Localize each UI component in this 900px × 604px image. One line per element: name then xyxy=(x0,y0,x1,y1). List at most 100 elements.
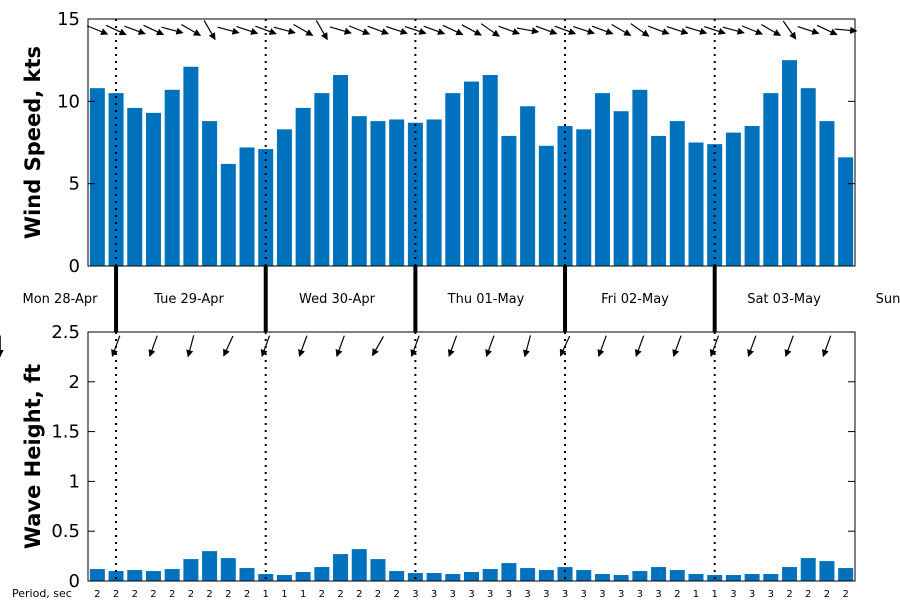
ytick-label: 10 xyxy=(57,91,80,112)
bar-wind-11 xyxy=(295,107,311,266)
period-value-16: 2 xyxy=(393,589,399,600)
day-label-4: Fri 02-May xyxy=(601,292,669,307)
period-value-18: 3 xyxy=(431,589,437,600)
direction-arrow-wind-31 xyxy=(666,26,689,35)
ytick-label: 0 xyxy=(69,571,80,592)
direction-arrow-wave-16 xyxy=(709,335,720,358)
direction-arrow-wind-35 xyxy=(741,25,763,36)
bar-wind-35 xyxy=(744,126,760,267)
direction-arrow-wind-12 xyxy=(315,20,328,41)
direction-arrow-wave-14 xyxy=(634,335,645,358)
direction-arrow-wind-40 xyxy=(834,26,858,34)
direction-arrow-wave-18 xyxy=(784,335,794,358)
bar-wind-13 xyxy=(333,74,349,266)
bar-wind-0 xyxy=(89,88,105,266)
bar-wave-5 xyxy=(183,559,199,581)
bar-wave-26 xyxy=(576,570,592,581)
direction-arrow-wave-1 xyxy=(148,335,158,358)
bar-wave-14 xyxy=(351,549,367,581)
bar-wave-35 xyxy=(744,574,760,581)
bar-wave-16 xyxy=(389,571,405,581)
bar-wave-11 xyxy=(295,572,311,581)
bar-wind-15 xyxy=(370,121,386,267)
period-value-34: 3 xyxy=(730,589,736,600)
bar-wave-29 xyxy=(632,571,648,581)
bar-wave-10 xyxy=(276,575,292,581)
period-value-38: 2 xyxy=(805,589,811,600)
period-value-7: 2 xyxy=(225,589,231,600)
direction-arrow-wave-13 xyxy=(597,335,607,358)
bar-wind-4 xyxy=(164,89,180,266)
ytick-label: 5 xyxy=(69,174,80,195)
direction-arrow-wind-0 xyxy=(86,25,109,36)
direction-arrow-wind-23 xyxy=(516,27,540,35)
bar-wind-24 xyxy=(538,145,554,266)
direction-arrow-wind-18 xyxy=(423,25,446,35)
period-value-33: 1 xyxy=(712,589,718,600)
direction-arrow-wind-27 xyxy=(591,25,614,35)
direction-arrow-wave-4 xyxy=(260,335,271,358)
bar-wind-20 xyxy=(464,81,479,266)
direction-arrow-wind-11 xyxy=(293,23,314,37)
bar-wave-24 xyxy=(538,570,554,581)
period-value-5: 2 xyxy=(188,589,194,600)
bar-wind-30 xyxy=(651,135,667,266)
direction-arrow-wind-32 xyxy=(685,26,708,35)
period-value-36: 3 xyxy=(768,589,774,600)
bar-wind-25 xyxy=(557,126,573,267)
period-value-37: 2 xyxy=(786,589,792,600)
period-value-21: 3 xyxy=(487,589,493,600)
period-value-3: 2 xyxy=(150,589,156,600)
direction-arrow-wind-26 xyxy=(573,26,595,35)
period-value-9: 1 xyxy=(263,589,269,600)
period-value-24: 3 xyxy=(543,589,549,600)
ytick-label: 1.5 xyxy=(51,422,80,443)
period-value-35: 3 xyxy=(749,589,755,600)
period-value-8: 2 xyxy=(244,589,250,600)
day-label-5: Sat 03-May xyxy=(747,292,821,307)
bar-wind-27 xyxy=(594,93,610,266)
bar-wave-3 xyxy=(145,571,161,581)
period-value-19: 3 xyxy=(450,589,456,600)
direction-arrow-wind-5 xyxy=(181,23,202,37)
bar-wave-40 xyxy=(838,568,854,581)
period-value-0: 2 xyxy=(94,589,100,600)
bar-wave-25 xyxy=(557,567,573,581)
direction-arrow-wind-22 xyxy=(498,25,520,35)
bar-wind-29 xyxy=(632,89,648,266)
period-value-14: 2 xyxy=(356,589,362,600)
bar-wave-1 xyxy=(108,571,124,581)
direction-arrow-wave-5 xyxy=(298,335,308,358)
period-value-27: 3 xyxy=(599,589,605,600)
bar-wind-3 xyxy=(145,112,161,266)
bar-wave-20 xyxy=(464,572,479,581)
bar-wave-6 xyxy=(202,551,218,581)
direction-arrow-wave-7 xyxy=(371,336,384,357)
direction-arrow-wave-11 xyxy=(522,335,532,358)
direction-arrow-wind-25 xyxy=(554,25,577,35)
direction-arrow-wind-15 xyxy=(367,25,389,35)
direction-arrow-wind-2 xyxy=(124,25,146,35)
direction-arrow-wind-9 xyxy=(255,25,277,35)
bar-wave-27 xyxy=(594,574,610,581)
bar-wave-8 xyxy=(239,568,255,581)
direction-arrow-wind-8 xyxy=(236,26,259,35)
direction-arrow-wave-10 xyxy=(485,335,495,358)
bar-wave-38 xyxy=(800,558,816,581)
ytick-label: 0.5 xyxy=(51,521,80,542)
period-value-32: 1 xyxy=(693,589,699,600)
period-value-26: 3 xyxy=(581,589,587,600)
bar-wave-2 xyxy=(127,570,143,581)
bar-wind-1 xyxy=(108,93,124,266)
bar-wind-16 xyxy=(389,119,405,267)
direction-arrow-wind-19 xyxy=(442,24,464,36)
direction-arrow-wind-37 xyxy=(782,20,797,40)
period-value-30: 3 xyxy=(655,589,661,600)
bar-wind-9 xyxy=(258,149,274,266)
direction-arrow-wind-16 xyxy=(386,26,408,35)
bar-wave-13 xyxy=(333,554,349,581)
ytick-label: 1 xyxy=(69,471,80,492)
direction-arrow-wave-3 xyxy=(223,335,234,357)
bar-wind-12 xyxy=(314,93,330,266)
